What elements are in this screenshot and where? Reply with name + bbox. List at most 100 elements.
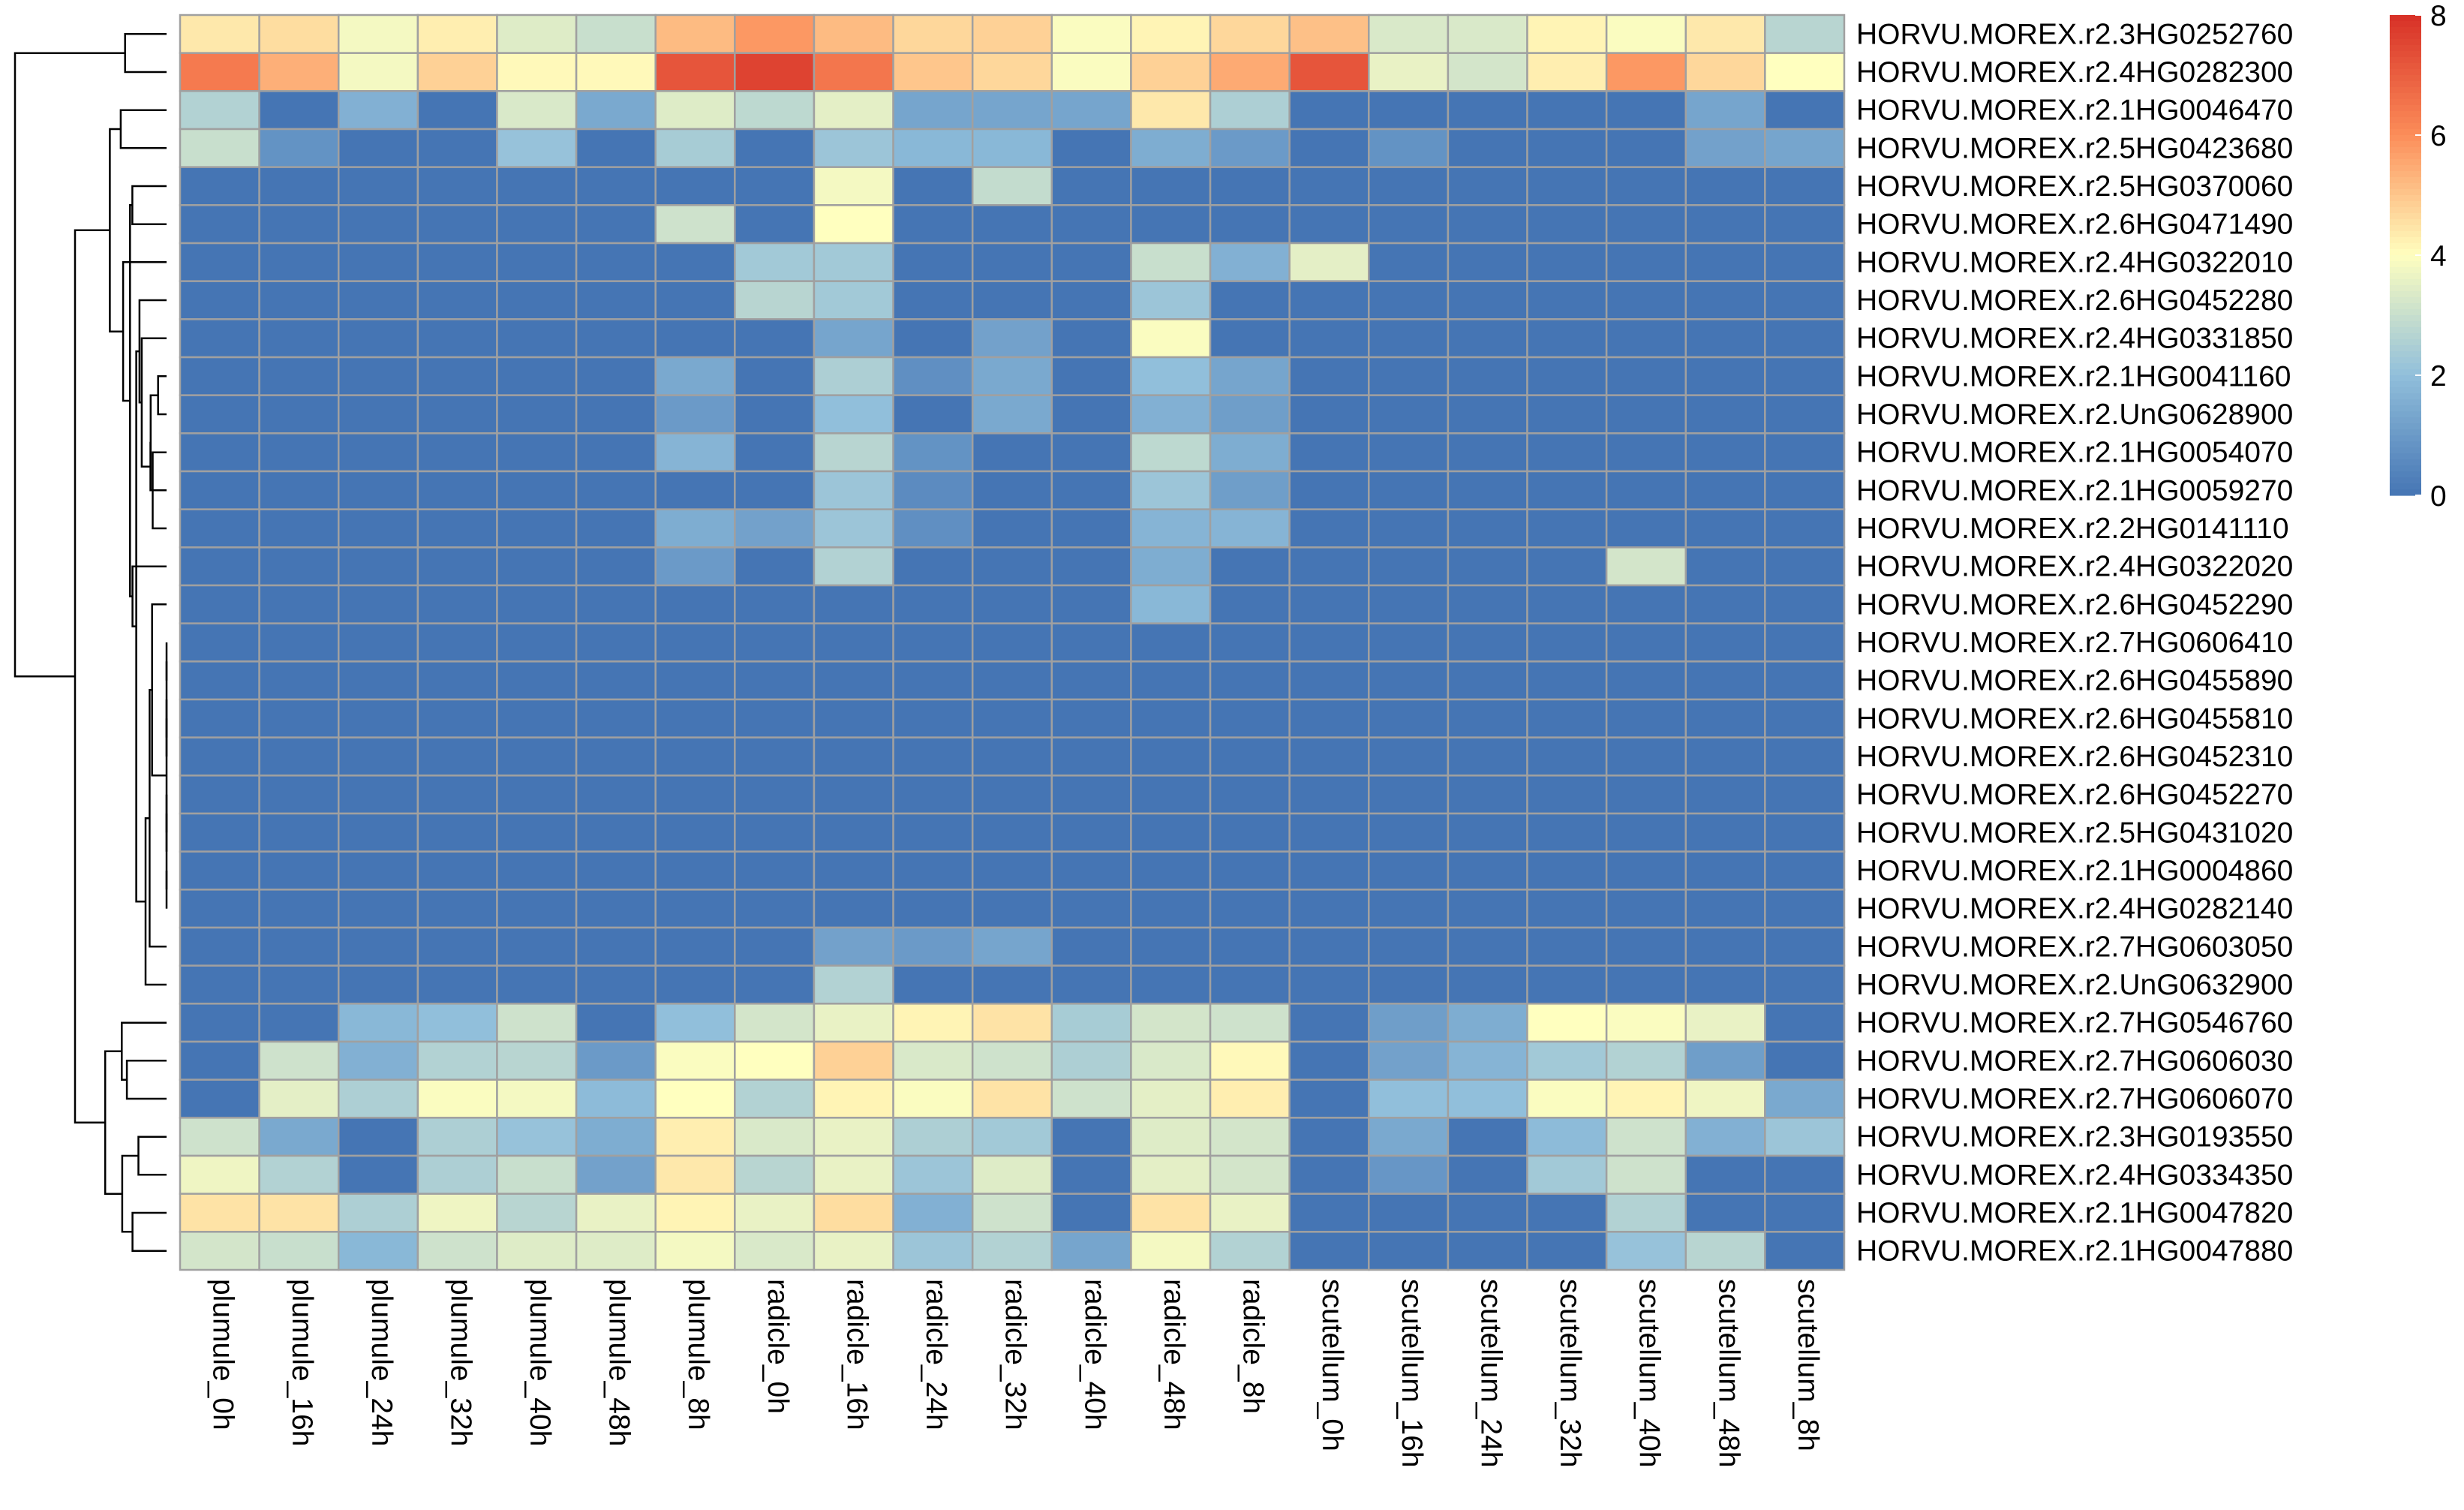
heatmap-cell [654,52,736,92]
heatmap-cell [1684,775,1766,815]
heatmap-cell [1050,14,1132,54]
heatmap-cell [971,1040,1053,1081]
row-label: HORVU.MOREX.r2.1HG0041160 [1856,360,2291,393]
heatmap-cell [1130,1003,1212,1043]
heatmap-cell [1447,850,1528,891]
heatmap-cell [1605,1154,1687,1195]
heatmap-cell [734,964,816,1005]
heatmap-cell [1050,926,1132,967]
heatmap-cell [1368,166,1450,206]
heatmap-cell [734,356,816,396]
heatmap-cell [179,394,260,435]
heatmap-cell [1526,775,1608,815]
heatmap-cell [1605,470,1687,510]
row-label: HORVU.MOREX.r2.UnG0628900 [1856,399,2293,431]
heatmap-cell [1526,52,1608,92]
heatmap-cell [1288,850,1370,891]
heatmap-cell [654,926,736,967]
heatmap-cell [1764,14,1846,54]
row-label: HORVU.MOREX.r2.1HG0054070 [1856,437,2293,469]
heatmap-cell [1526,14,1608,54]
heatmap-cell [1130,889,1212,929]
heatmap-cell [1526,242,1608,282]
heatmap-cell [1130,128,1212,168]
heatmap-cell [258,508,340,549]
heatmap-cell [1288,90,1370,131]
heatmap-cell [258,432,340,473]
heatmap-cell [258,52,340,92]
legend-tick-label: 8 [2430,0,2447,32]
heatmap-cell [971,812,1053,853]
heatmap-cell [654,1040,736,1081]
row-label: HORVU.MOREX.r2.4HG0282300 [1856,56,2293,89]
heatmap-cell [892,318,974,359]
heatmap-cell [416,850,498,891]
heatmap-cell [575,280,657,320]
heatmap-cell [258,470,340,510]
row-label: HORVU.MOREX.r2.1HG0046470 [1856,95,2293,127]
heatmap-cell [496,280,578,320]
heatmap-cell [813,242,894,282]
heatmap-cell [337,356,419,396]
heatmap-cell [1050,432,1132,473]
heatmap-cell [813,1193,894,1233]
heatmap-cell [258,1154,340,1195]
heatmap-cell [734,1193,816,1233]
heatmap-cell [179,1154,260,1195]
heatmap-cell [1605,128,1687,168]
heatmap-cell [1368,698,1450,738]
legend-gradient-step [2390,489,2421,496]
heatmap-cell [496,204,578,245]
heatmap-cell [813,850,894,891]
heatmap-cell [1526,584,1608,624]
heatmap-cell [892,926,974,967]
heatmap-cell [179,1078,260,1119]
heatmap-cell [1130,622,1212,663]
heatmap-cell [416,1154,498,1195]
heatmap-cell [1209,546,1291,587]
heatmap-cell [416,508,498,549]
heatmap-cell [496,318,578,359]
heatmap-cell [416,622,498,663]
heatmap-cell [654,356,736,396]
heatmap-cell [1764,52,1846,92]
heatmap-cell [1526,622,1608,663]
heatmap-cell [892,90,974,131]
legend-tick-label: 2 [2430,360,2447,393]
heatmap-cell [1684,280,1766,320]
dendrogram-branch [129,204,133,597]
heatmap-cell [496,622,578,663]
heatmap-cell [971,850,1053,891]
heatmap-cell [1209,394,1291,435]
heatmap-cell [1526,318,1608,359]
heatmap-cells [179,14,1846,1271]
heatmap-cell [1526,698,1608,738]
heatmap-cell [1605,926,1687,967]
heatmap-cell [734,1003,816,1043]
row-label: HORVU.MOREX.r2.1HG0047820 [1856,1197,2293,1229]
heatmap-cell [258,964,340,1005]
heatmap-cell [892,1193,974,1233]
dendrogram-branch [149,689,167,948]
heatmap-cell [1526,356,1608,396]
heatmap-cell [1764,1078,1846,1119]
heatmap-cell [337,242,419,282]
heatmap-cell [337,1040,419,1081]
heatmap-cell [1447,166,1528,206]
heatmap-cell [575,508,657,549]
heatmap-cell [892,889,974,929]
heatmap-cell [337,622,419,663]
heatmap-cell [1050,736,1132,777]
heatmap-cell [971,660,1053,701]
heatmap-cell [337,508,419,549]
heatmap-cell [813,1117,894,1157]
heatmap-cell [1526,1231,1608,1271]
heatmap-cell [575,432,657,473]
heatmap-cell [813,1154,894,1195]
heatmap-cell [813,1003,894,1043]
heatmap-cell [971,1003,1053,1043]
heatmap-cell [734,52,816,92]
heatmap-cell [496,889,578,929]
heatmap-cell [575,926,657,967]
